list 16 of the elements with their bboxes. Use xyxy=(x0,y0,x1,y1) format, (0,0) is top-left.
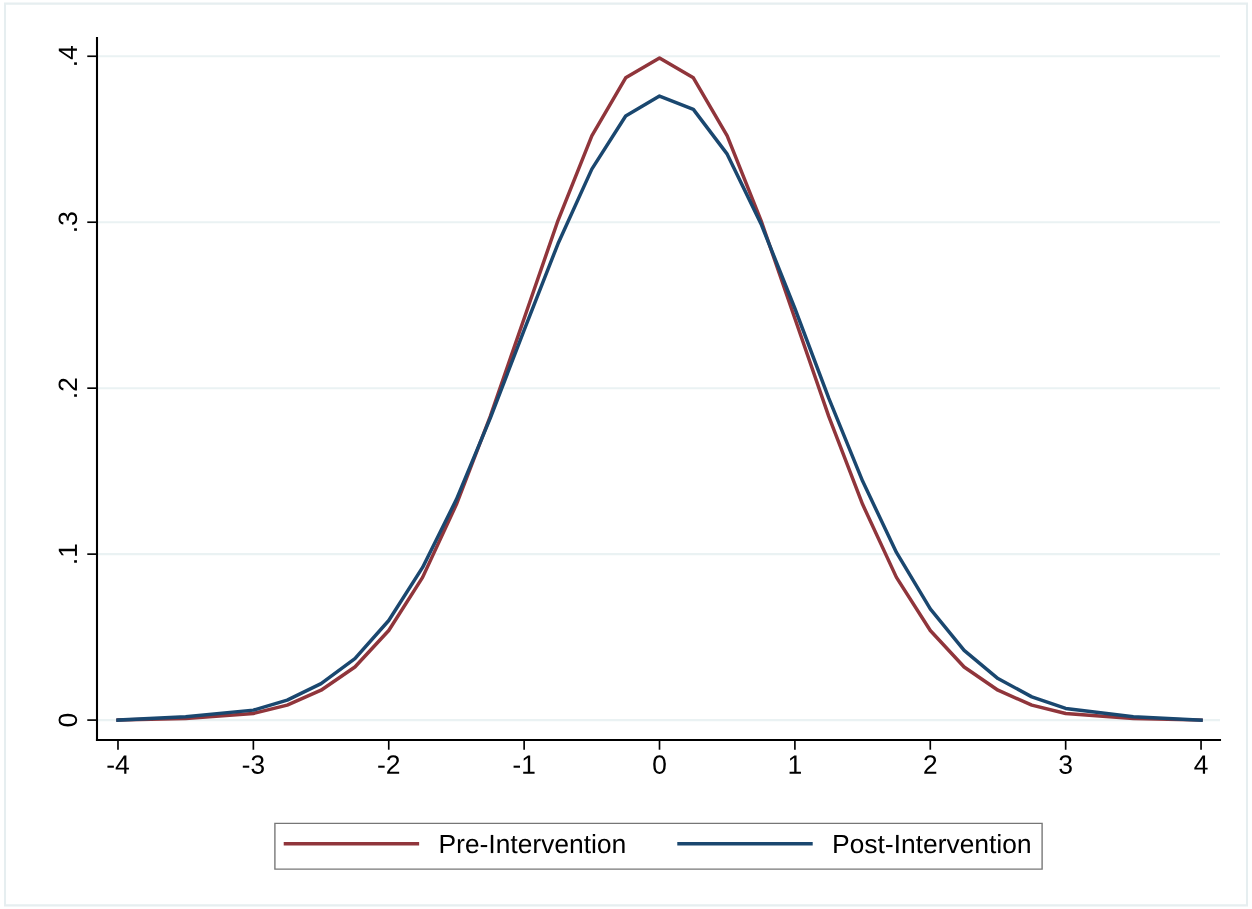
y-tick-label: .2 xyxy=(58,378,77,397)
x-tick-label: -1 xyxy=(513,755,535,774)
legend-label: Pre-Intervention xyxy=(440,833,625,854)
x-tick-label: 2 xyxy=(924,755,937,774)
y-tick-label: 0 xyxy=(58,713,78,727)
y-tick-label: .1 xyxy=(58,544,77,563)
x-tick-label: 4 xyxy=(1194,755,1208,774)
legend-label: Post-Intervention xyxy=(834,833,1030,854)
x-tick-label: -2 xyxy=(378,755,400,774)
x-tick-label: 3 xyxy=(1059,755,1072,774)
x-tick-label: -4 xyxy=(107,755,129,774)
y-tick-label: .3 xyxy=(58,212,78,231)
y-tick-label: .4 xyxy=(58,46,77,65)
x-tick-label: -3 xyxy=(242,755,264,774)
x-tick-label: 0 xyxy=(653,755,666,774)
x-tick-label: 1 xyxy=(789,755,801,774)
